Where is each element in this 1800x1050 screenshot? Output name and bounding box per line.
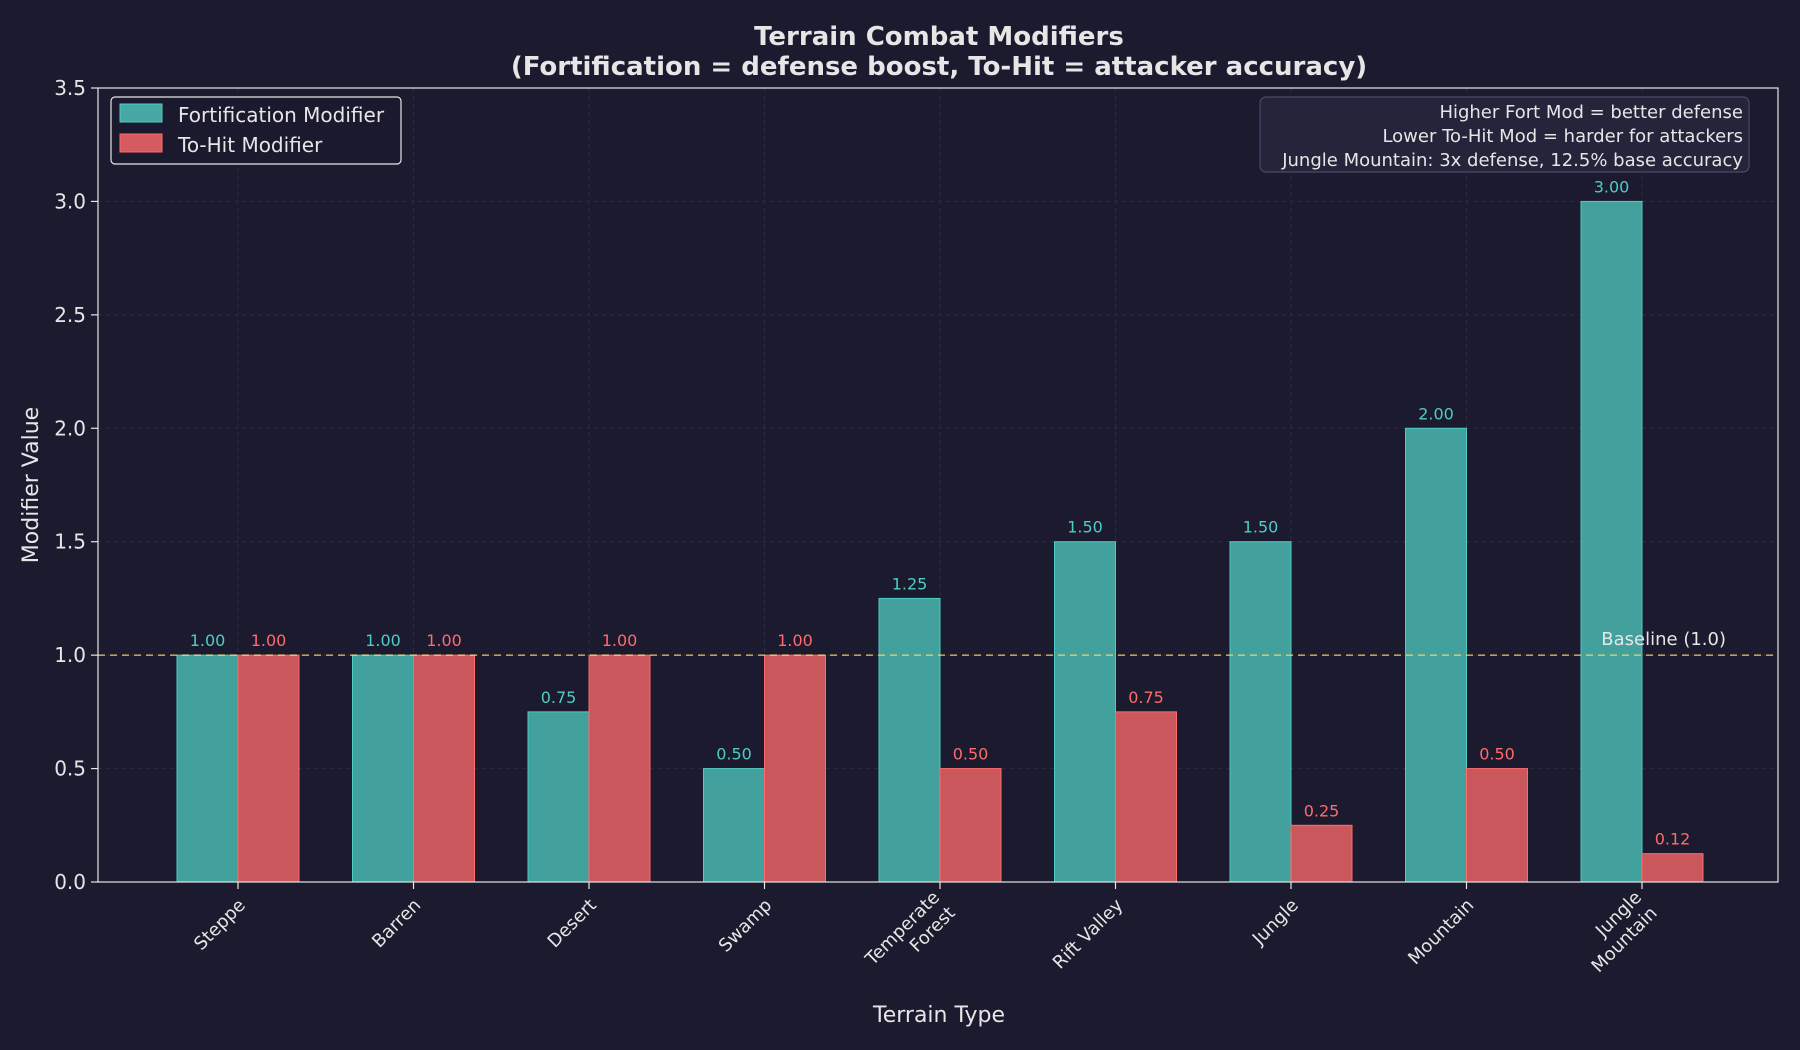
- data-label-to-hit: 1.00: [251, 631, 287, 650]
- legend: Fortification Modifier To-Hit Modifier: [110, 96, 402, 165]
- annotation-background: [1259, 96, 1750, 173]
- y-tick-label: 3.0: [54, 189, 86, 213]
- annotation-box: Higher Fort Mod = better defense Lower To…: [1259, 96, 1750, 173]
- data-label-to-hit: 0.50: [953, 745, 989, 764]
- bar-to-hit: [1115, 711, 1177, 883]
- data-label-to-hit: 1.00: [777, 631, 813, 650]
- y-tick-label: 0.5: [54, 757, 86, 781]
- data-label-to-hit: 0.12: [1655, 830, 1691, 849]
- bar-to-hit: [1641, 853, 1704, 883]
- data-label-to-hit: 0.75: [1128, 688, 1164, 707]
- y-tick-label: 2.0: [54, 416, 86, 440]
- bar-fortification: [1054, 541, 1116, 883]
- bar-fortification: [703, 768, 765, 883]
- legend-swatch: [119, 103, 163, 123]
- data-label-to-hit: 1.00: [426, 631, 462, 650]
- legend-label: Fortification Modifier: [178, 103, 385, 127]
- y-tick-label: 1.5: [54, 530, 86, 554]
- baseline-label: Baseline (1.0): [1601, 629, 1726, 650]
- bar-to-hit: [588, 654, 651, 883]
- data-label-to-hit: 1.00: [602, 631, 638, 650]
- bar-fortification: [878, 597, 941, 883]
- annotation-line: Higher Fort Mod = better defense: [1439, 102, 1743, 123]
- bar-fortification: [352, 654, 414, 883]
- legend-box: [110, 96, 402, 165]
- chart-title-line2: (Fortification = defense boost, To-Hit =…: [511, 52, 1367, 82]
- data-label-to-hit: 0.50: [1479, 745, 1515, 764]
- y-tick-label: 2.5: [54, 303, 86, 327]
- bar-fortification: [1229, 541, 1292, 883]
- data-label-to-hit: 0.25: [1304, 801, 1340, 820]
- y-tick-label: 1.0: [54, 643, 86, 667]
- data-label-fortification: 1.00: [365, 631, 401, 650]
- plot-frame: [97, 87, 1779, 883]
- x-axis-title: Terrain Type: [872, 1003, 1005, 1028]
- data-label-fortification: 3.00: [1594, 177, 1630, 196]
- bar-to-hit: [413, 654, 475, 883]
- bar-to-hit: [764, 654, 826, 883]
- y-axis-title: Modifier Value: [19, 407, 44, 563]
- bar-fortification: [176, 654, 239, 883]
- y-tick-label: 0.0: [54, 870, 86, 894]
- bar-fortification: [1580, 200, 1643, 883]
- data-label-fortification: 1.50: [1243, 518, 1279, 537]
- data-label-fortification: 2.00: [1418, 404, 1454, 423]
- data-label-fortification: 1.25: [892, 574, 928, 593]
- bar-to-hit: [939, 768, 1002, 883]
- data-label-fortification: 1.00: [190, 631, 226, 650]
- y-tick-label: 3.5: [54, 76, 86, 100]
- data-label-fortification: 0.75: [541, 688, 577, 707]
- annotation-line: Jungle Mountain: 3x defense, 12.5% base …: [1281, 150, 1743, 171]
- bar-to-hit: [1290, 824, 1353, 883]
- bar-to-hit: [237, 654, 300, 883]
- legend-swatch: [119, 133, 163, 153]
- data-label-fortification: 0.50: [716, 745, 752, 764]
- chart-title-line1: Terrain Combat Modifiers: [754, 22, 1124, 52]
- legend-label: To-Hit Modifier: [177, 133, 323, 157]
- bar-to-hit: [1466, 768, 1528, 883]
- annotation-line: Lower To-Hit Mod = harder for attackers: [1382, 126, 1743, 147]
- plot-area: 0.0 0.5 1.0 1.5 2.0 2.5 3.0 3.5 1.00 1.00 1.00 1.00…: [54, 76, 1779, 977]
- bar-fortification: [527, 711, 590, 883]
- data-label-fortification: 1.50: [1067, 518, 1103, 537]
